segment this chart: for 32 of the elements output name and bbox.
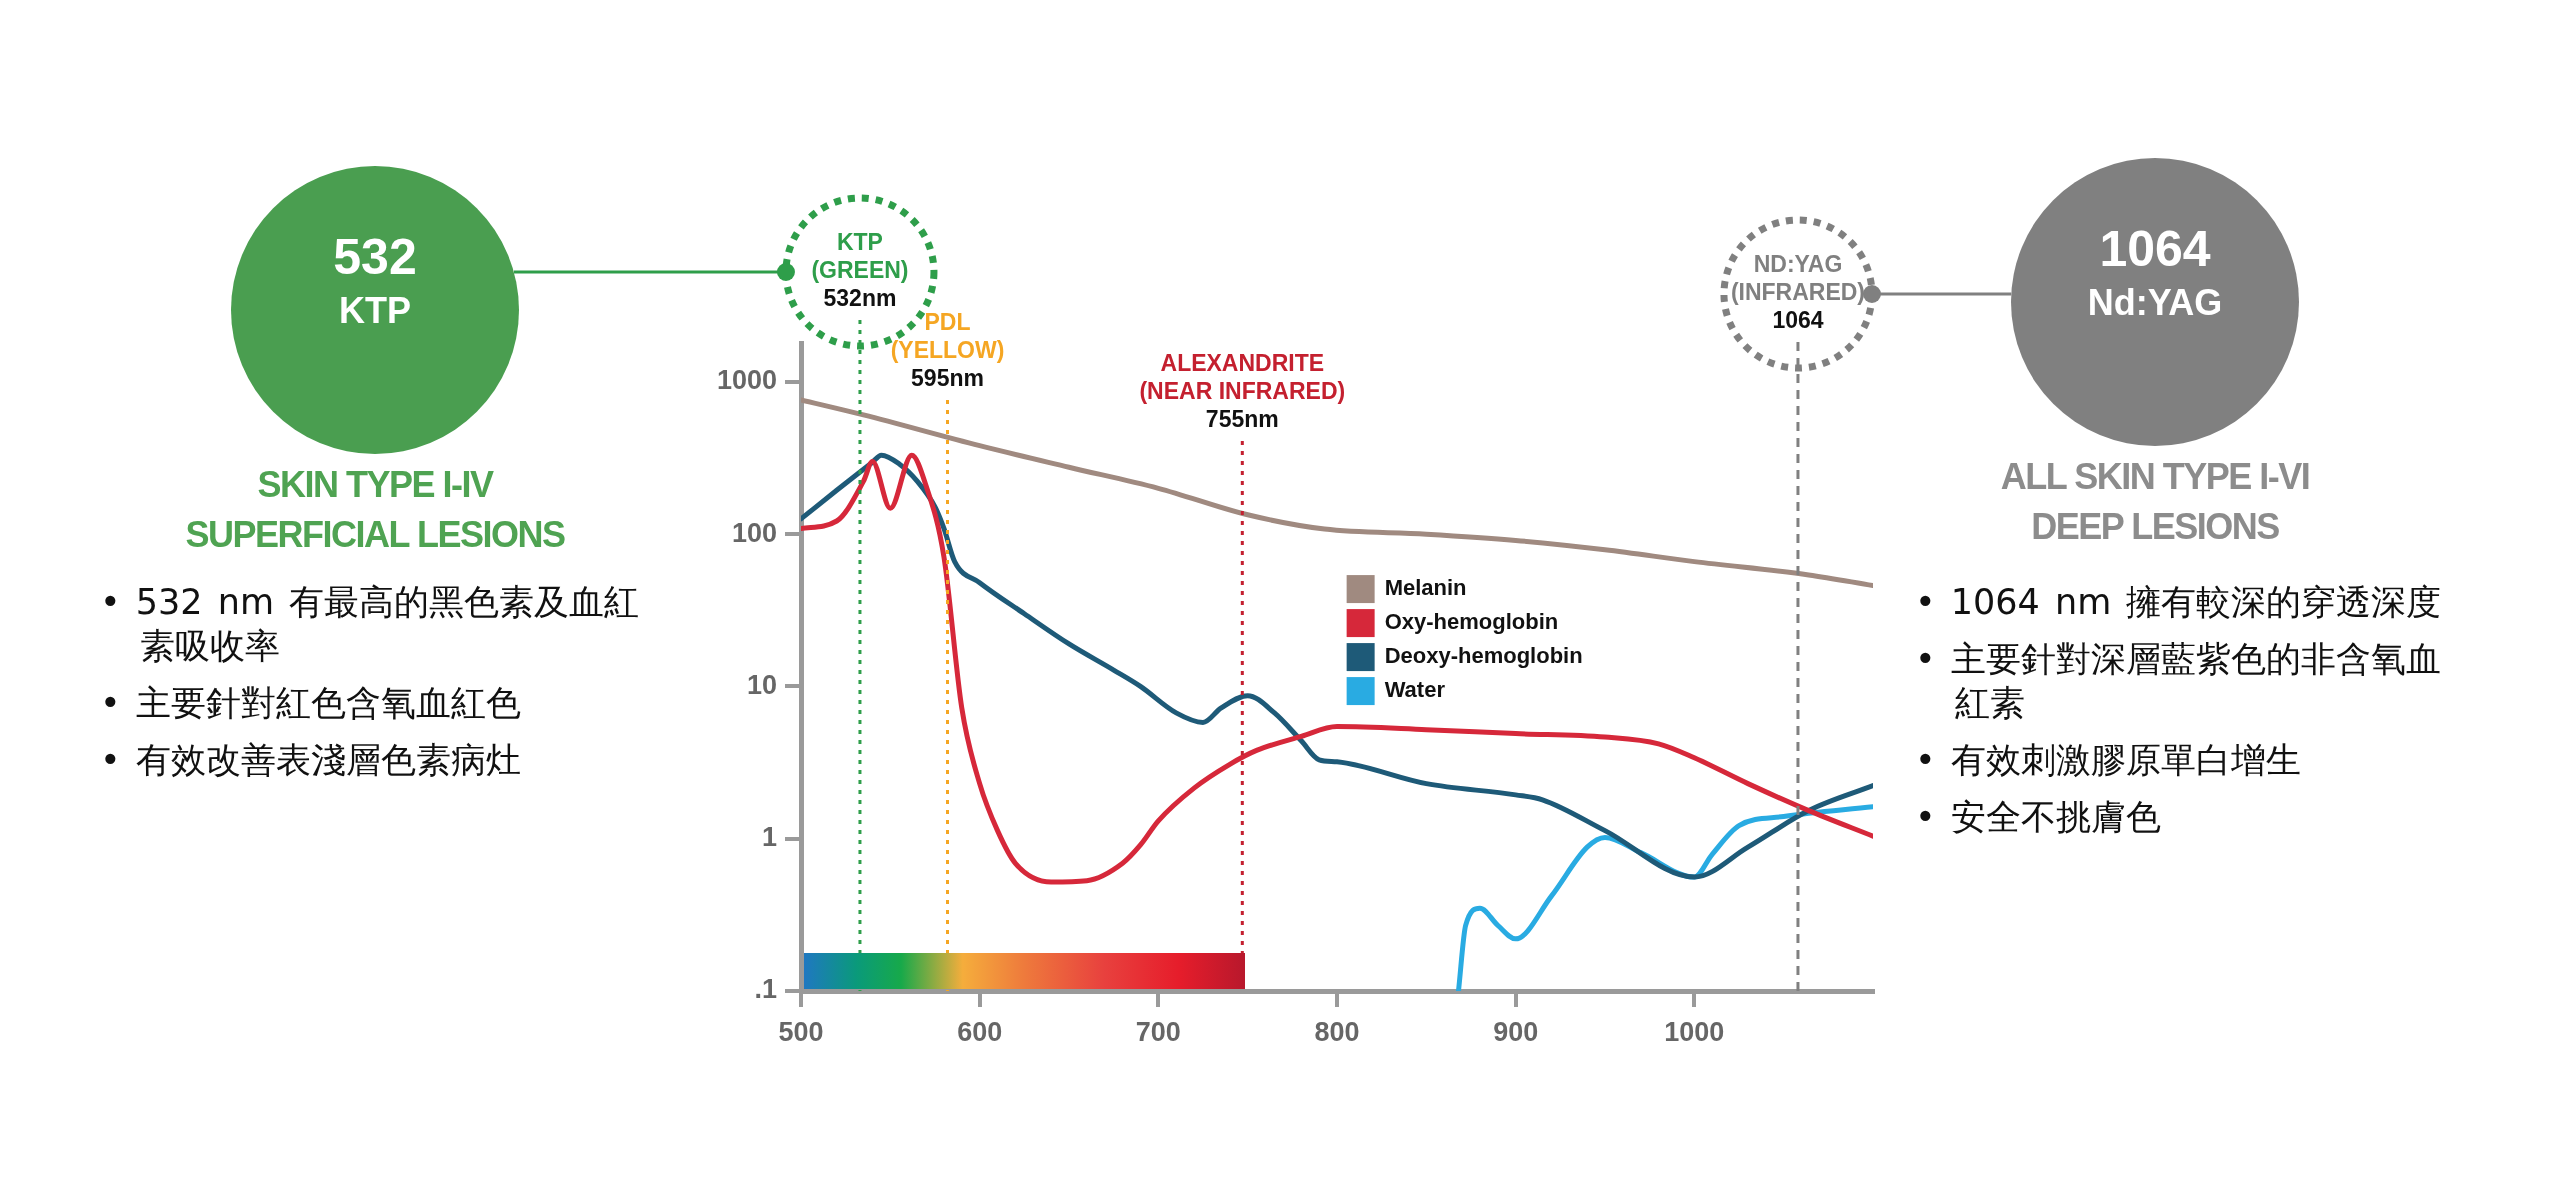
text: • 有效改善表淺層色素病灶	[100, 739, 522, 782]
text: • 有效刺激膠原單白增生	[1915, 739, 2302, 782]
text: • 主要針對深層藍紫色的非含氧血紅素	[1915, 638, 2442, 725]
legend-label: Melanin	[1384, 575, 1467, 601]
ref-line-label: KTP (GREEN) 532nm	[811, 229, 909, 312]
y-tick-label: 1	[761, 822, 777, 853]
text: Nd:YAG	[2086, 282, 2224, 324]
text: ALL SKIN TYPE I-VI DEEP LESIONS	[1999, 455, 2311, 549]
text: 1064	[2098, 220, 2212, 278]
text: • 532 nm 有最高的黑色素及血紅素吸收率	[100, 581, 641, 668]
text: • 主要針對紅色含氧血紅色	[100, 682, 522, 725]
legend-label: Oxy-hemoglobin	[1384, 609, 1559, 635]
text: KTP	[338, 290, 412, 332]
x-tick-label: 800	[1314, 1016, 1360, 1047]
x-tick-label: 700	[1135, 1016, 1181, 1047]
y-tick-label: 10	[746, 669, 777, 700]
x-tick-label: 500	[778, 1016, 824, 1047]
legend-label: Water	[1384, 677, 1446, 703]
ref-line-label: ND:YAG (INFRARED) 1064	[1730, 251, 1866, 334]
y-tick-label: .1	[754, 974, 777, 1005]
text: • 1064 nm 擁有較深的穿透深度	[1915, 581, 2443, 624]
ref-line-label: ALEXANDRITE (NEAR INFRARED) 755nm	[1139, 350, 1346, 433]
ref-line-label: PDL (YELLOW) 595nm	[890, 309, 1005, 392]
legend-label: Deoxy-hemoglobin	[1384, 643, 1583, 669]
y-tick-label: 100	[731, 517, 777, 548]
x-tick-label: 900	[1493, 1016, 1539, 1047]
text: SKIN TYPE I-IV SUPERFICIAL LESIONS	[184, 463, 566, 557]
text: 532	[332, 228, 418, 286]
y-tick-label: 1000	[716, 365, 777, 396]
x-tick-label: 600	[957, 1016, 1003, 1047]
x-tick-label: 1000	[1664, 1016, 1725, 1047]
text: • 安全不挑膚色	[1915, 796, 2162, 839]
